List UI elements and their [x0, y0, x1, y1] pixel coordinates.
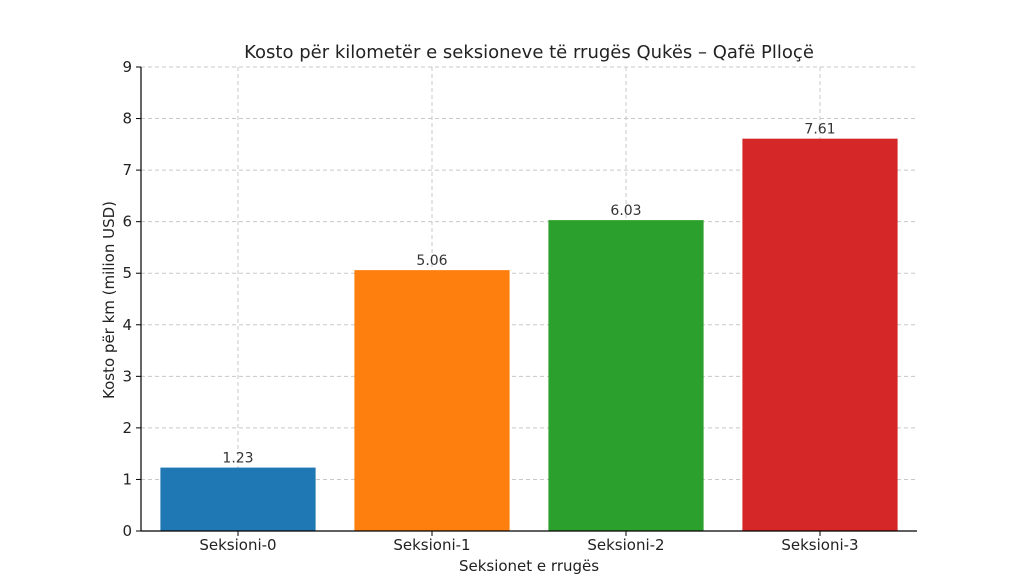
bar-seksioni-0 — [160, 467, 316, 531]
y-tick-label: 4 — [122, 316, 132, 334]
x-tick-label: Seksioni-0 — [199, 536, 276, 554]
x-tick-label: Seksioni-3 — [781, 536, 858, 554]
x-tick-label: Seksioni-1 — [393, 536, 470, 554]
y-tick-label: 5 — [122, 264, 132, 282]
y-tick-label: 0 — [122, 522, 132, 540]
bar-value-label: 5.06 — [416, 253, 447, 269]
bars-layer: 1.23 5.06 6.03 7.61 — [160, 122, 898, 531]
y-tick-label: 1 — [122, 470, 132, 488]
y-tick-label: 9 — [122, 58, 132, 76]
x-tick-label: Seksioni-2 — [587, 536, 664, 554]
bar-seksioni-3 — [742, 138, 898, 531]
bar-seksioni-2 — [548, 220, 704, 531]
y-tick-label: 8 — [122, 110, 132, 128]
y-axis-label: Kosto për km (milion USD) — [100, 201, 118, 399]
y-tick-label: 2 — [122, 419, 132, 437]
bar-value-label: 1.23 — [222, 451, 253, 467]
bar-value-label: 6.03 — [610, 203, 641, 219]
axes-layer: 0 1 2 3 4 5 6 7 8 9 Seksioni-0 Seksioni-1 Seksioni-2… — [122, 58, 917, 554]
y-tick-label: 7 — [122, 161, 132, 179]
y-tick-label: 6 — [122, 213, 132, 231]
chart-title: Kosto për kilometër e seksioneve të rrug… — [244, 42, 814, 63]
bar-value-label: 7.61 — [804, 122, 835, 138]
bar-seksioni-1 — [354, 270, 510, 531]
x-axis-label: Seksionet e rrugës — [459, 557, 599, 575]
y-tick-label: 3 — [122, 367, 132, 385]
